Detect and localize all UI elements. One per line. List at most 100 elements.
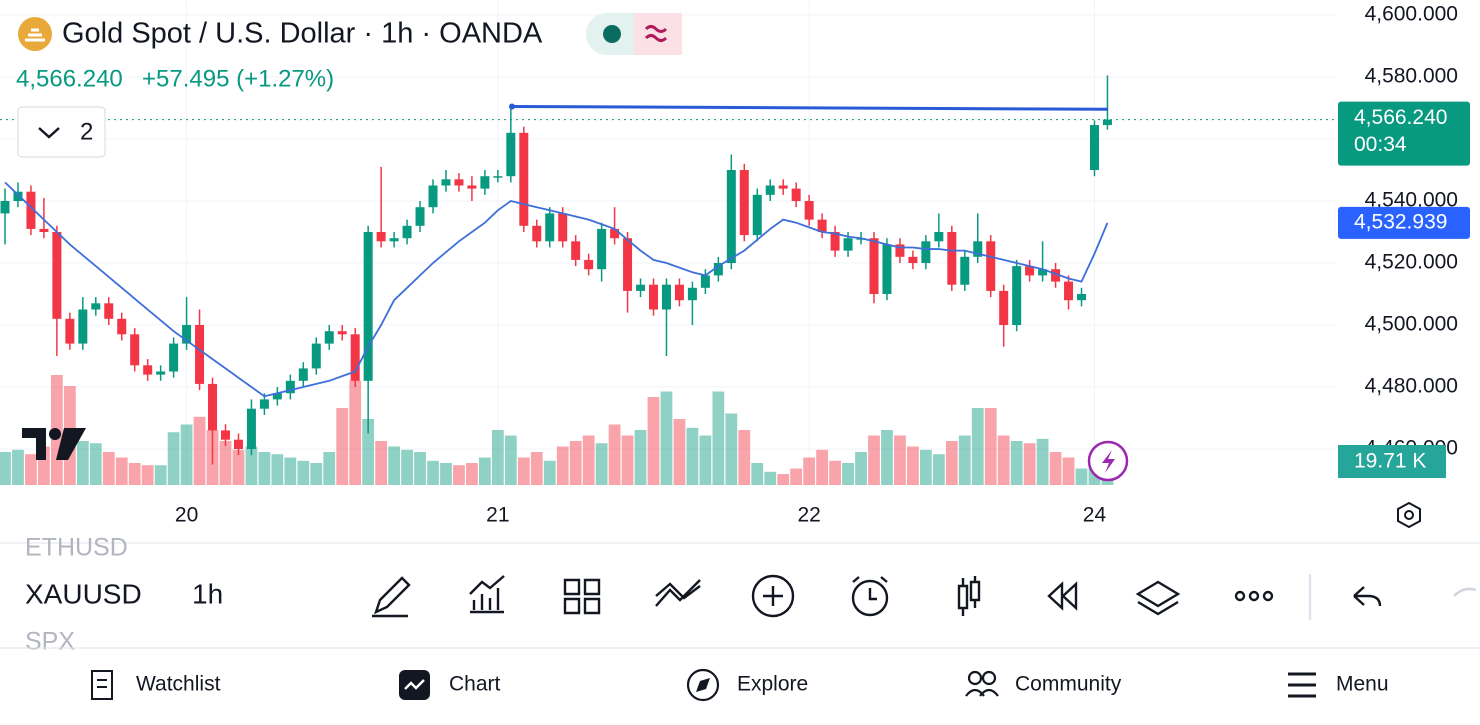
candle-body — [169, 343, 179, 372]
candle-body — [1064, 281, 1074, 301]
volume-bar — [154, 465, 167, 485]
volume-bar — [414, 452, 426, 485]
redo[interactable] — [1453, 587, 1477, 597]
candle-body — [843, 238, 853, 251]
symbol-next[interactable]: SPX — [25, 628, 75, 656]
candle-body — [389, 238, 399, 242]
candle-body — [402, 225, 412, 239]
candle-body — [220, 430, 230, 440]
volume-bar — [777, 474, 790, 485]
candle-body — [532, 225, 542, 242]
candle-body — [817, 219, 827, 233]
candle-body — [104, 303, 114, 319]
header-change: +57.495 (+1.27%) — [142, 65, 334, 92]
volume-bar — [517, 457, 530, 485]
volume-bar — [595, 443, 608, 485]
settings-button[interactable] — [1397, 501, 1421, 529]
y-tick-label: 4,500.000 — [1365, 313, 1458, 336]
volume-bar — [427, 460, 439, 485]
volume-bar — [997, 435, 1010, 485]
explore-icon — [686, 668, 720, 702]
candle-body — [350, 334, 360, 381]
volume-bar — [660, 391, 673, 485]
candle-body — [700, 275, 710, 288]
volume-bar — [932, 454, 945, 485]
volume-bar — [76, 441, 89, 485]
indicators-tool[interactable] — [469, 575, 505, 614]
draw-tool[interactable] — [372, 576, 411, 618]
replay-tool[interactable] — [1047, 581, 1078, 611]
more-tool[interactable] — [1262, 590, 1274, 602]
candle-body — [869, 238, 879, 295]
volume-bar — [816, 449, 829, 485]
y-tick-label: 4,520.000 — [1365, 251, 1458, 274]
candle-body — [1102, 119, 1112, 126]
undo[interactable] — [1353, 586, 1382, 607]
overlays: Gold Spot / U.S. Dollar · 1h · OANDA 4,5… — [16, 13, 1421, 529]
candle-body — [1051, 269, 1061, 282]
volume-bar — [1062, 457, 1075, 485]
volume-bar — [219, 441, 232, 485]
volume-bar — [881, 430, 893, 485]
volume-bar — [712, 391, 725, 485]
candle-body — [752, 194, 762, 236]
candle-body — [597, 228, 607, 270]
candle-body — [1089, 125, 1099, 171]
volume-bar — [1023, 443, 1036, 485]
volume-bar — [232, 449, 245, 485]
compare-tool[interactable] — [655, 579, 701, 607]
volume-bar — [310, 463, 323, 485]
volume-bar — [569, 441, 582, 485]
volume-bar — [647, 397, 660, 485]
candle-body — [195, 325, 205, 384]
candle-body — [1038, 269, 1048, 276]
add-tool[interactable] — [751, 574, 795, 618]
candle-body — [999, 290, 1009, 326]
volume-bar — [284, 457, 297, 485]
volume-bar — [180, 424, 193, 485]
volume-bar — [971, 408, 984, 485]
menu-icon — [1288, 672, 1316, 698]
indicator-legend-toggle[interactable] — [17, 106, 106, 158]
delay-icon — [644, 25, 668, 42]
nav-community[interactable]: Community — [1015, 673, 1122, 696]
volume-bar — [401, 449, 413, 485]
layers-tool[interactable] — [1135, 580, 1181, 616]
candle-body — [908, 256, 918, 264]
volume-bar — [453, 465, 465, 485]
candle-body — [376, 232, 386, 242]
last-price-label: 4,566.240 — [1354, 106, 1447, 129]
candle-body — [298, 368, 308, 381]
volume-bar — [582, 435, 595, 485]
volume-bar — [1075, 468, 1088, 485]
candle-body — [233, 439, 243, 450]
candle-body — [1025, 266, 1035, 276]
volume-bar — [362, 419, 375, 485]
volume-bar — [297, 460, 310, 485]
alert-tool[interactable] — [851, 579, 889, 617]
volume-bar — [530, 452, 543, 485]
nav-chart[interactable]: Chart — [449, 673, 501, 696]
candle-body — [506, 132, 516, 177]
nav-menu[interactable]: Menu — [1336, 673, 1389, 696]
candle-body — [480, 176, 490, 189]
candle-body — [1077, 294, 1087, 301]
symbol-title[interactable]: Gold Spot / U.S. Dollar · 1h · OANDA — [62, 18, 543, 50]
volume-bar — [751, 463, 764, 485]
layout-tool[interactable] — [563, 578, 601, 615]
nav-watchlist[interactable]: Watchlist — [136, 673, 221, 696]
volume-bar — [738, 430, 751, 485]
candle-body — [454, 179, 464, 186]
y-tick-label: 4,600.000 — [1365, 3, 1458, 26]
symbol-prev[interactable]: ETHUSD — [25, 534, 128, 562]
volume-bar — [919, 449, 932, 485]
chart-type-tool[interactable] — [957, 576, 981, 616]
candle-body — [78, 309, 88, 344]
candle-body — [610, 228, 620, 239]
nav-explore[interactable]: Explore — [737, 673, 808, 696]
symbol-current[interactable]: XAUUSD — [25, 578, 142, 609]
market-open-dot — [603, 25, 621, 43]
interval[interactable]: 1h — [192, 578, 223, 609]
candle-body — [26, 191, 36, 229]
last-price-tag — [1338, 101, 1470, 166]
